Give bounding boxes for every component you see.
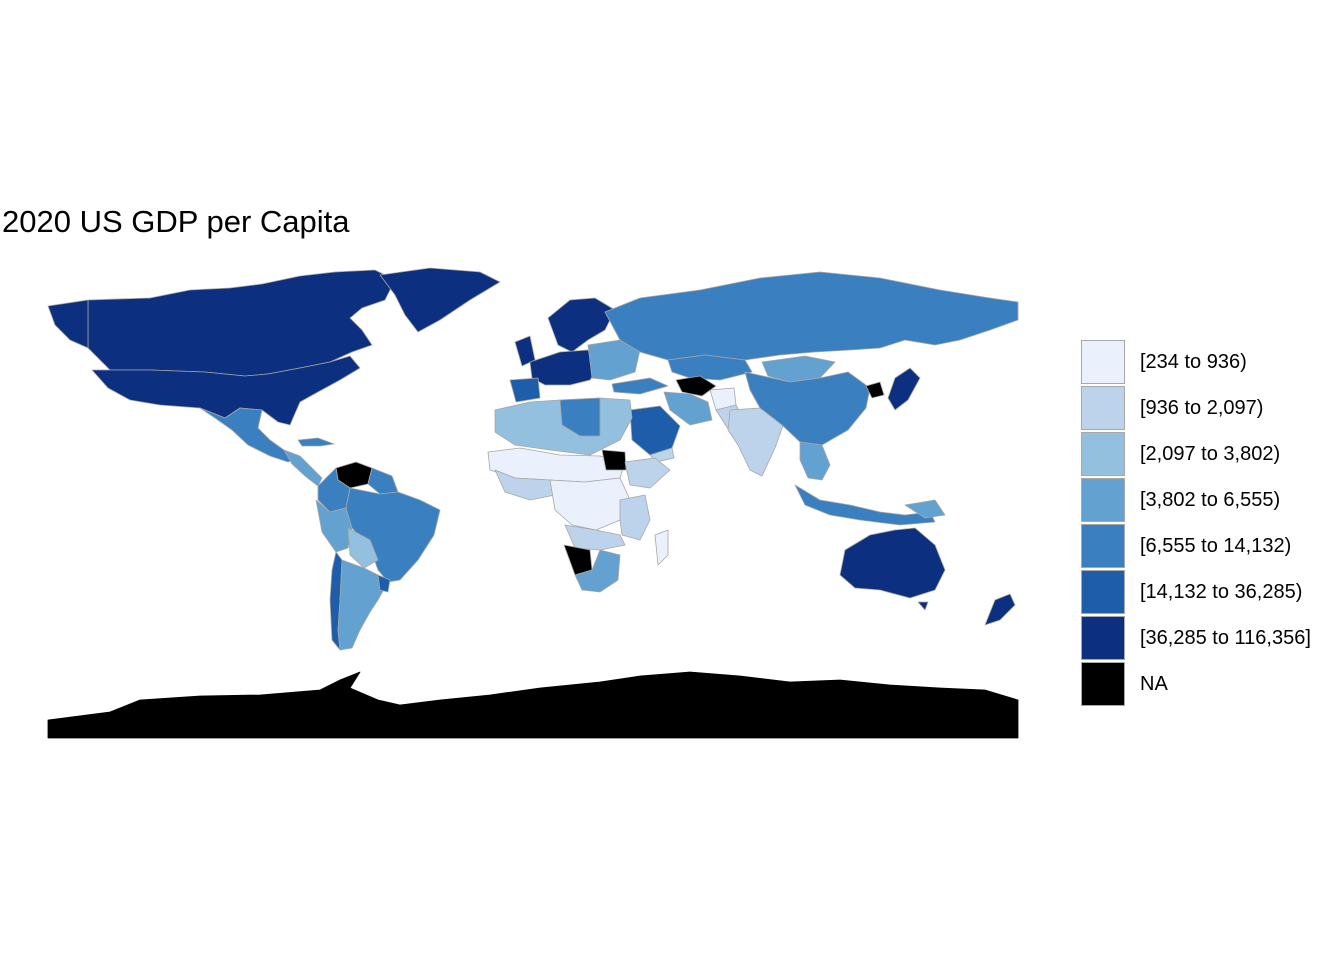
legend-item: [2,097 to 3,802) [1081,432,1343,478]
legend-label: [234 to 936) [1140,351,1247,373]
map-title: 2020 US GDP per Capita [2,204,350,239]
legend-swatch [1081,478,1125,522]
legend-item: NA [1081,662,1343,708]
legend-item: [936 to 2,097) [1081,386,1343,432]
region-russia [604,271,1019,361]
region-bolivia [347,527,379,569]
legend-swatch [1081,432,1125,476]
region-uruguay [377,574,391,593]
region-guianas [367,467,399,495]
region-alaska [47,299,89,349]
region-argentina [337,559,389,651]
region-saudi-arabia [629,405,681,456]
legend-swatch [1081,524,1125,568]
region-kazakhstan [667,354,753,381]
legend-label: [6,555 to 14,132) [1140,535,1292,557]
region-usa [91,355,361,426]
region-namibia [563,544,593,576]
region-china [744,371,871,446]
legend-item: [6,555 to 14,132) [1081,524,1343,570]
region-japan [887,367,921,411]
region-australia [839,527,946,599]
legend-item: [36,285 to 116,356] [1081,616,1343,662]
region-south-sudan [601,449,627,471]
legend-item: [14,132 to 36,285) [1081,570,1343,616]
region-horn-of-africa [624,457,671,489]
region-south-africa [574,549,621,593]
legend-label: [936 to 2,097) [1140,397,1264,419]
legend-item: [234 to 936) [1081,340,1343,386]
legend-label: [3,802 to 6,555) [1140,489,1281,511]
legend-label: [2,097 to 3,802) [1140,443,1281,465]
legend-swatch [1081,662,1125,706]
region-central-africa [549,477,631,531]
legend-swatch [1081,386,1125,430]
region-east-africa [619,494,651,541]
legend-label: [14,132 to 36,285) [1140,581,1303,603]
legend-item: [3,802 to 6,555) [1081,478,1343,524]
region-tasmania [917,601,929,611]
region-antarctica [47,671,1019,739]
legend-swatch [1081,616,1125,660]
legend-label: [36,285 to 116,356] [1140,627,1311,649]
region-turkey [611,377,669,395]
region-turkmenistan [675,375,717,397]
region-greenland [379,267,501,333]
region-egypt-libya [559,397,601,437]
legend-swatch [1081,570,1125,614]
legend-label: NA [1140,673,1168,695]
region-new-zealand [984,593,1016,626]
region-papua [904,499,946,519]
region-iberia [509,377,541,403]
region-madagascar [654,529,669,566]
region-southeast-asia [799,441,831,481]
region-korea [865,381,885,399]
region-central-america [283,449,323,487]
region-scandinavia [547,297,616,353]
region-cuba [297,437,335,447]
legend-swatch [1081,340,1125,384]
region-iran [663,391,713,426]
